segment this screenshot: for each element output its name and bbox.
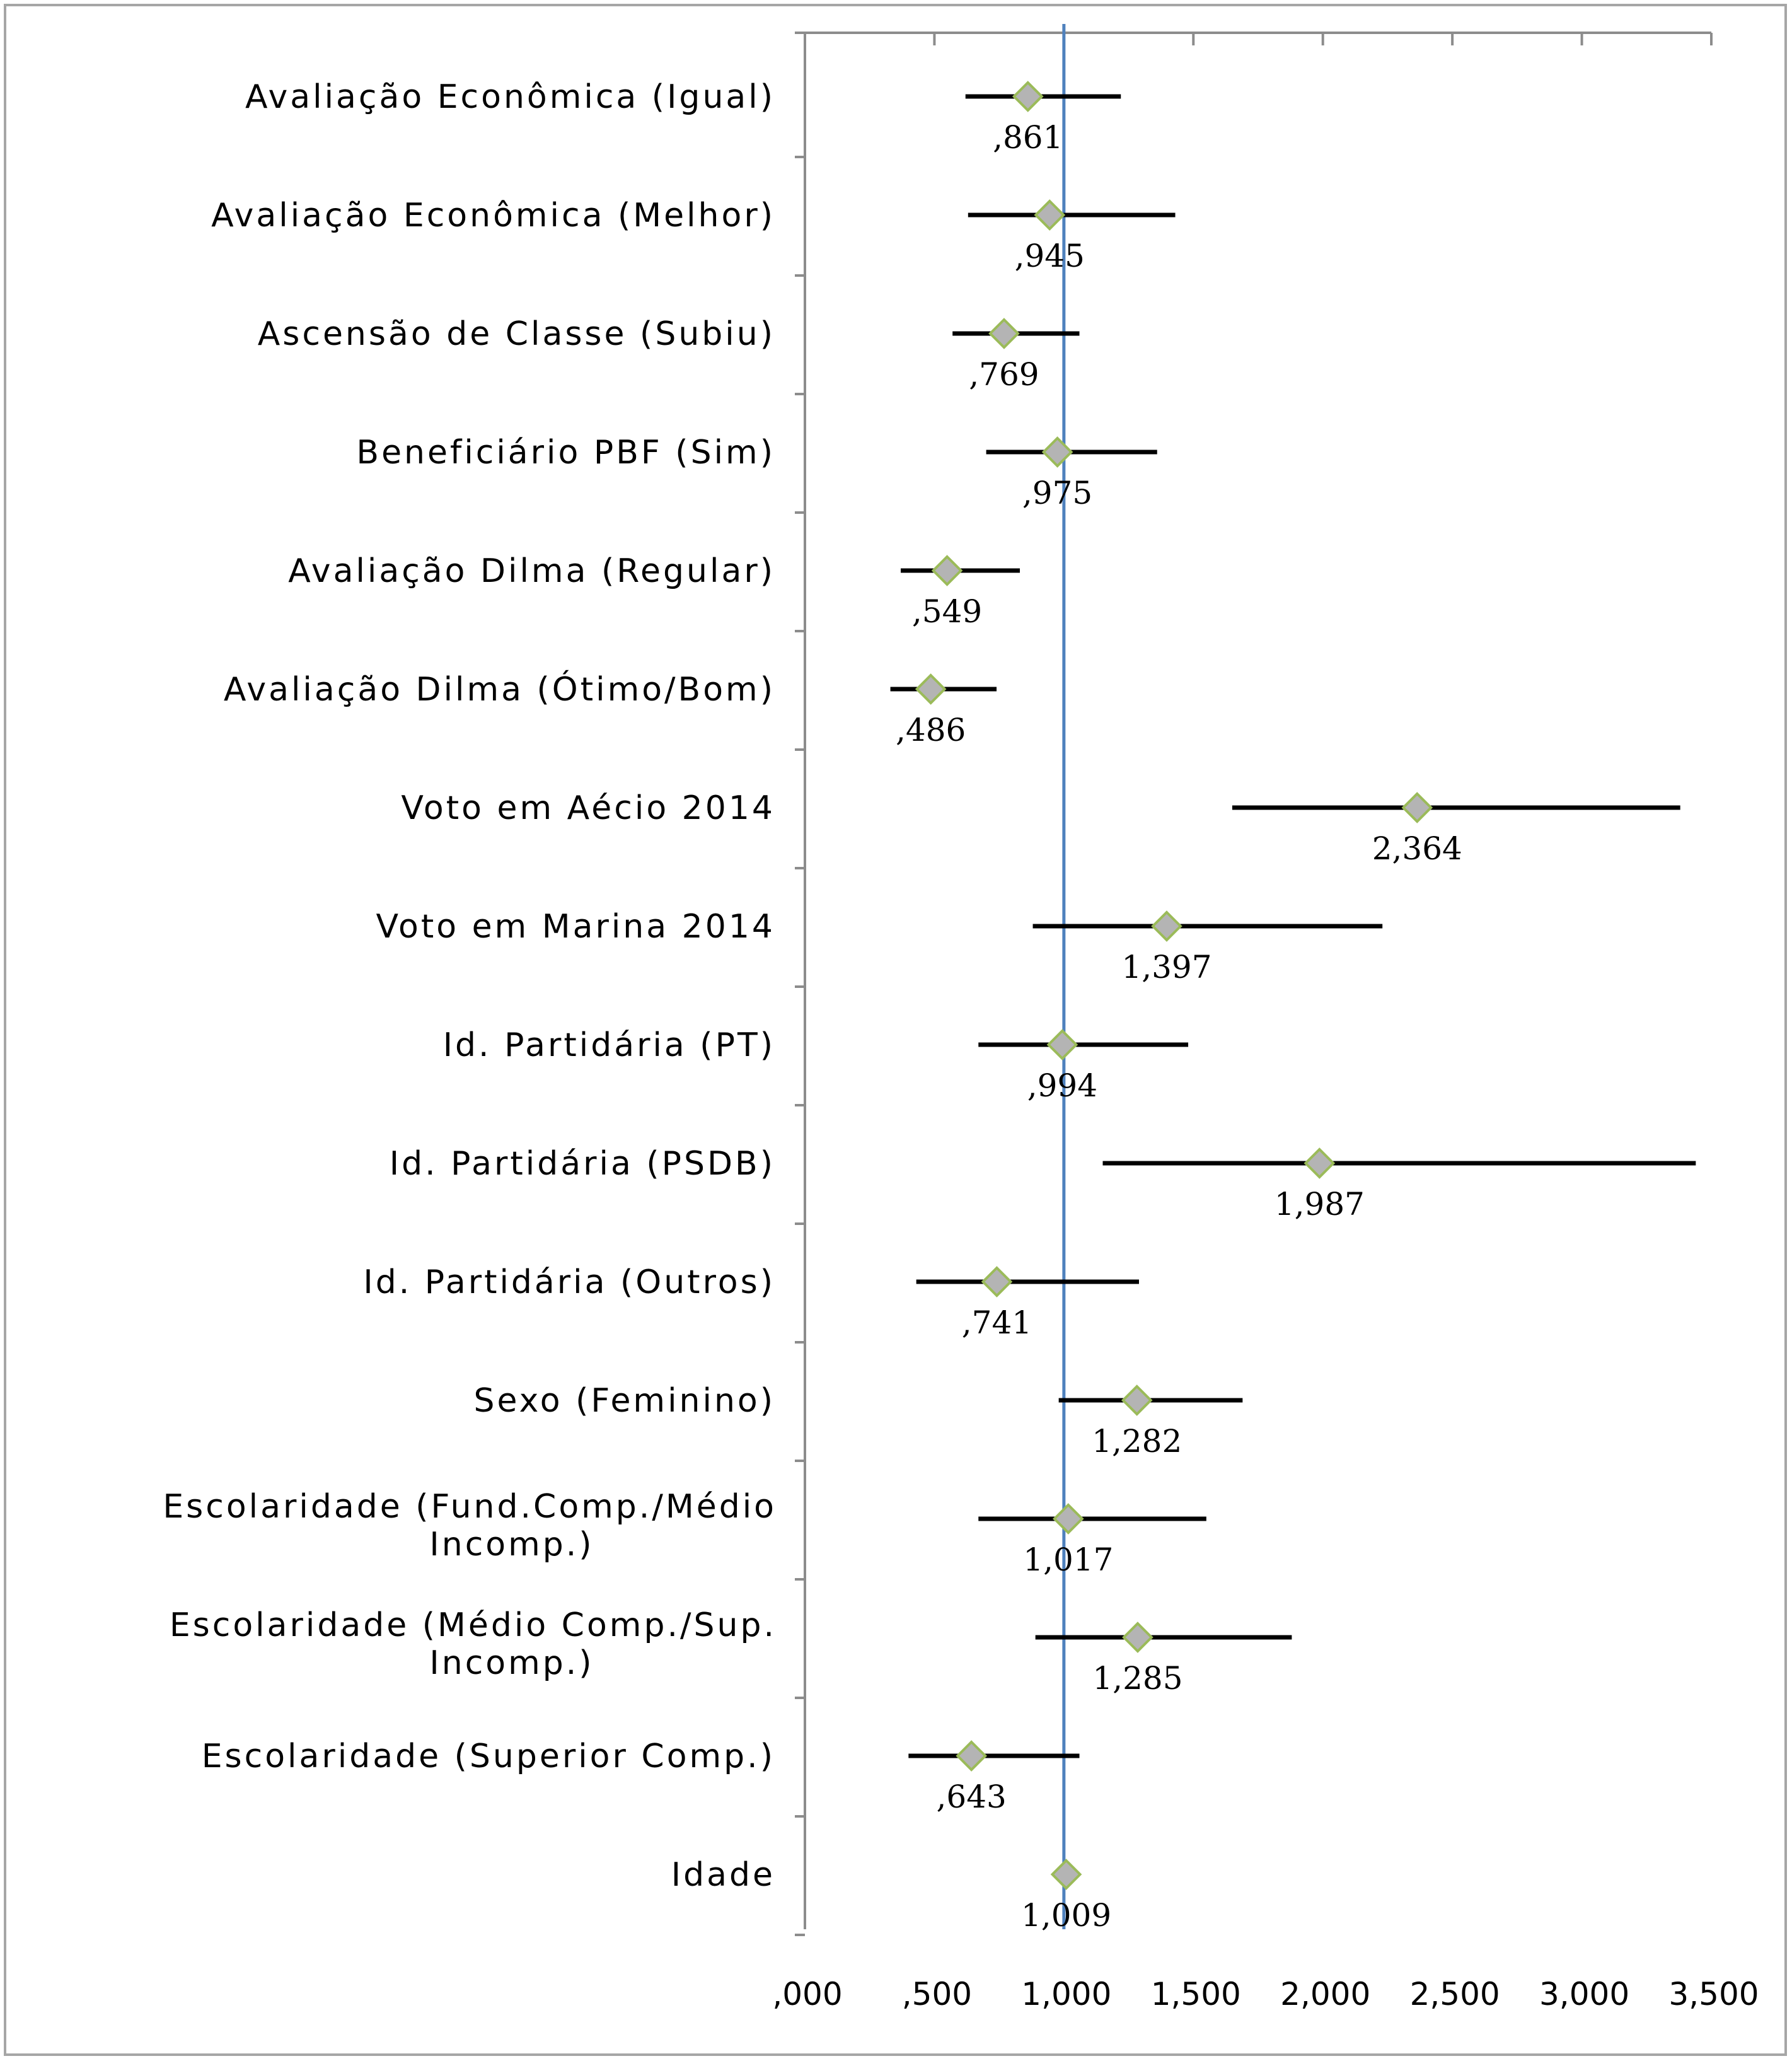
point-marker: [1034, 199, 1066, 231]
value-label: 1,009: [1021, 1897, 1111, 1934]
point-marker: [1401, 792, 1433, 823]
point-marker: [988, 318, 1020, 349]
x-tick-label: 1,000: [1021, 1976, 1111, 2012]
value-label: ,945: [1015, 238, 1085, 274]
category-label: Beneficiário PBF (Sim): [356, 434, 775, 472]
point-marker: [1121, 1385, 1153, 1416]
category-label: Id. Partidária (PT): [443, 1026, 775, 1064]
x-tick-label: 3,000: [1539, 1976, 1629, 2012]
category-label: Ascensão de Classe (Subiu): [258, 315, 775, 353]
value-label: 1,987: [1275, 1186, 1365, 1222]
category-label: Voto em Marina 2014: [376, 908, 775, 946]
value-label: ,549: [912, 593, 982, 630]
category-label: Incomp.): [429, 1526, 594, 1564]
category-label: Id. Partidária (PSDB): [390, 1145, 775, 1183]
point-marker: [1304, 1147, 1336, 1179]
category-label: Avaliação Econômica (Melhor): [211, 197, 775, 235]
point-marker: [1151, 910, 1182, 942]
x-tick-label: 1,500: [1151, 1976, 1241, 2012]
value-label: 1,285: [1092, 1660, 1182, 1697]
category-label: Idade: [671, 1856, 775, 1894]
value-label: ,861: [993, 119, 1063, 156]
value-label: ,975: [1022, 475, 1092, 511]
x-tick-label: 3,500: [1668, 1976, 1759, 2012]
point-marker: [956, 1740, 988, 1772]
x-tick-label: ,000: [772, 1976, 842, 2012]
point-marker: [1050, 1859, 1082, 1890]
value-label: ,769: [969, 356, 1039, 393]
value-label: 1,397: [1121, 949, 1211, 985]
value-label: 2,364: [1372, 830, 1462, 867]
point-marker: [1046, 1029, 1078, 1060]
category-label: Voto em Aécio 2014: [401, 789, 775, 827]
x-tick-label: 2,000: [1280, 1976, 1370, 2012]
category-label: Avaliação Dilma (Ótimo/Bom): [224, 670, 775, 709]
point-marker: [1053, 1503, 1084, 1535]
value-label: ,994: [1027, 1067, 1097, 1104]
point-marker: [915, 673, 947, 705]
category-label: Sexo (Feminino): [473, 1382, 775, 1420]
category-label: Escolaridade (Fund.Comp./Médio: [163, 1488, 777, 1526]
point-marker: [1012, 81, 1044, 112]
value-label: ,486: [896, 712, 966, 748]
point-marker: [1122, 1622, 1153, 1653]
point-marker: [981, 1266, 1013, 1298]
point-marker: [1041, 436, 1073, 468]
point-marker: [931, 555, 963, 586]
category-label: Id. Partidária (Outros): [363, 1263, 775, 1301]
category-label: Incomp.): [429, 1644, 594, 1682]
category-label: Avaliação Dilma (Regular): [288, 552, 775, 590]
chart-frame: [4, 4, 1787, 2056]
x-tick-label: 2,500: [1410, 1976, 1500, 2012]
value-label: 1,017: [1023, 1541, 1113, 1578]
value-label: ,643: [937, 1779, 1007, 1815]
x-tick-label: ,500: [902, 1976, 972, 2012]
category-label: Escolaridade (Superior Comp.): [202, 1738, 775, 1775]
value-label: 1,282: [1092, 1423, 1182, 1460]
category-label: Escolaridade (Médio Comp./Sup.: [170, 1606, 777, 1644]
category-label: Avaliação Econômica (Igual): [245, 78, 775, 116]
value-label: ,741: [962, 1304, 1032, 1341]
